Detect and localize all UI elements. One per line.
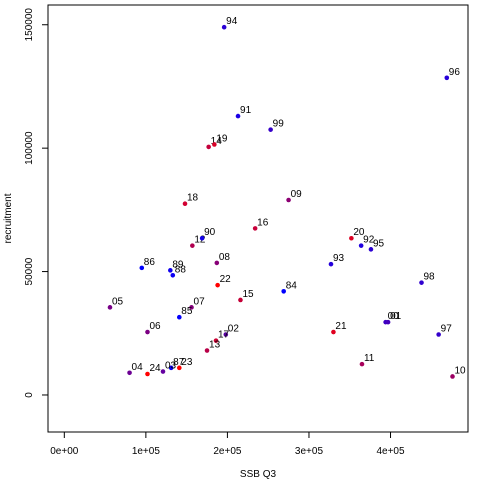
point-label: 85 [181,306,193,317]
point-label: 06 [149,321,161,332]
data-point [189,305,194,310]
data-point [328,261,334,267]
point-label: 93 [333,253,345,264]
x-tick-label: 2e+05 [213,446,242,457]
data-point [235,113,241,119]
data-point [268,127,273,132]
point-label: 12 [194,235,206,246]
data-point [221,24,227,30]
data-point [223,332,229,337]
point-label: 02 [228,324,240,335]
y-tick-label: 50000 [24,257,35,285]
data-point [252,226,258,231]
data-point [213,338,219,343]
point-label: 05 [112,296,124,307]
data-point [145,329,150,335]
data-point [107,305,113,310]
data-point [145,371,150,377]
point-label: 03 [165,361,177,372]
point-label: 14 [211,136,223,147]
point-label: 90 [204,227,216,238]
y-tick-label: 0 [24,392,35,398]
data-point [204,348,210,353]
x-axis: 0e+00 1e+05 2e+05 3e+05 4e+05 [50,432,405,457]
x-tick-label: 4e+05 [376,446,405,457]
data-point [215,282,220,288]
point-label: 15 [242,289,254,300]
point-label: 95 [373,238,385,249]
data-point [444,75,450,81]
point-label: 07 [194,296,206,307]
y-axis: 0 50000 100000 150000 [24,8,48,398]
point-label: 87 [173,357,185,368]
data-point [206,144,211,150]
point-label: 13 [209,340,221,351]
point-label: 86 [144,257,156,268]
data-point [199,235,205,241]
data-point [182,201,188,206]
data-point [331,329,336,335]
data-point [212,142,217,147]
data-point [127,370,132,376]
data-point [168,268,173,273]
x-axis-title: SSB Q3 [240,469,277,480]
data-point [160,369,166,374]
point-label: 00 [388,311,400,322]
data-point [385,319,391,325]
data-point [168,365,174,371]
point-label: 91 [240,105,252,116]
data-point [214,260,220,266]
data-point [170,272,176,278]
data-point [436,332,441,337]
plot-frame [47,4,469,433]
point-label: 23 [181,357,193,368]
point-label: 11 [364,353,375,364]
point-label: 19 [216,133,228,144]
point-label: 21 [335,321,347,332]
data-point [177,365,182,371]
point-label: 22 [220,274,232,285]
data-point [358,243,364,248]
x-tick-label: 3e+05 [295,446,324,457]
y-axis-title: recruitment [3,193,14,243]
point-label: 04 [132,362,144,373]
data-point [281,289,286,294]
point-label: 17 [218,330,230,341]
point-label: 20 [353,227,365,238]
data-point [349,235,354,241]
point-label: 88 [175,264,187,275]
data-point [419,280,424,285]
point-label: 98 [424,272,436,283]
point-label: 09 [291,189,303,200]
point-label: 92 [363,235,375,246]
data-point [286,197,291,203]
y-tick-label: 100000 [24,131,35,165]
data-point [238,297,243,303]
point-label: 24 [149,363,161,374]
point-label: 94 [226,16,238,27]
point-label: 96 [449,67,461,78]
x-tick-label: 1e+05 [132,446,161,457]
data-point [368,247,374,252]
point-label: 01 [390,311,402,322]
data-point [450,374,455,379]
data-point [139,265,145,271]
y-tick-label: 150000 [24,8,35,42]
x-tick-label: 0e+00 [50,446,79,457]
data-point [177,314,182,320]
point-label: 84 [286,280,298,291]
point-label: 18 [187,193,199,204]
data-point [359,361,365,367]
point-label: 99 [273,119,285,130]
point-label: 97 [441,324,453,335]
point-label: 08 [219,252,231,263]
point-label: 16 [257,217,269,228]
point-label: 10 [455,365,467,376]
point-label: 89 [172,259,184,270]
data-point [190,243,195,248]
